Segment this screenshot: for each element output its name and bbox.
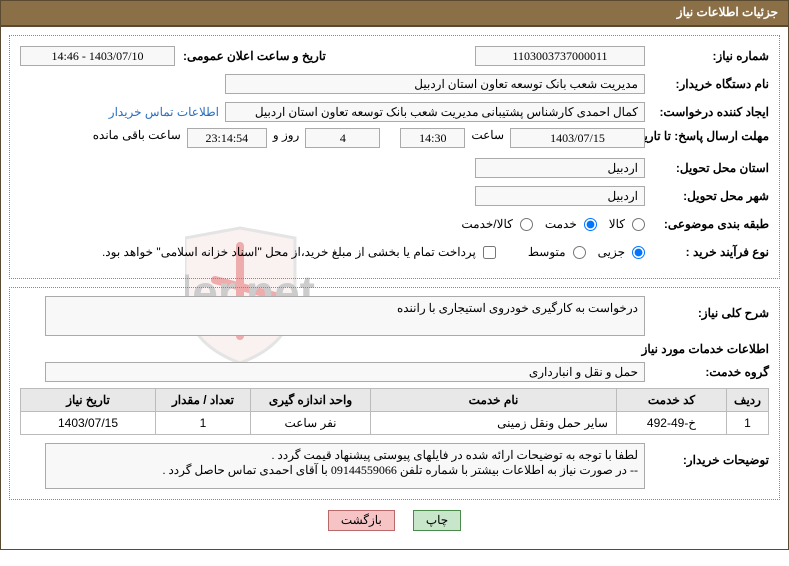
th-code: کد خدمت — [617, 389, 727, 412]
class-goods-input[interactable] — [632, 218, 645, 231]
class-goods-service-input[interactable] — [520, 218, 533, 231]
service-group-label: گروه خدمت: — [649, 365, 769, 379]
th-idx: ردیف — [727, 389, 769, 412]
class-service-input[interactable] — [584, 218, 597, 231]
class-goods-text: کالا — [609, 217, 625, 231]
services-info-heading: اطلاعات خدمات مورد نیاز — [20, 342, 769, 356]
back-button[interactable]: بازگشت — [328, 510, 395, 531]
class-goods-service-radio[interactable]: کالا/خدمت — [461, 217, 532, 231]
td-idx: 1 — [727, 412, 769, 435]
class-goods-service-text: کالا/خدمت — [461, 217, 512, 231]
day-and-label: روز و — [273, 128, 300, 142]
public-announce-label: تاریخ و ساعت اعلان عمومی: — [183, 49, 326, 63]
ptype-minor-text: جزیی — [598, 245, 625, 259]
ptype-medium-radio[interactable]: متوسط — [528, 245, 586, 259]
need-summary-field — [45, 296, 645, 336]
class-service-radio[interactable]: خدمت — [545, 217, 597, 231]
need-summary-label: شرح کلی نیاز: — [649, 306, 769, 320]
treasury-note: پرداخت تمام یا بخشی از مبلغ خرید،از محل … — [102, 245, 476, 259]
buyer-notes-label: توضیحات خریدار: — [649, 453, 769, 467]
days-remaining-field — [305, 128, 380, 148]
table-header-row: ردیف کد خدمت نام خدمت واحد اندازه گیری ت… — [21, 389, 769, 412]
requester-field — [225, 102, 645, 122]
buyer-contact-link[interactable]: اطلاعات تماس خریدار — [109, 105, 219, 119]
treasury-checkbox[interactable]: پرداخت تمام یا بخشی از مبلغ خرید،از محل … — [102, 245, 496, 259]
page-title: جزئیات اطلاعات نیاز — [677, 5, 778, 19]
td-qty: 1 — [156, 412, 251, 435]
need-number-label: شماره نیاز: — [649, 49, 769, 63]
th-qty: تعداد / مقدار — [156, 389, 251, 412]
ptype-minor-radio[interactable]: جزیی — [598, 245, 645, 259]
buyer-notes-field — [45, 443, 645, 489]
purchase-type-label: نوع فرآیند خرید : — [649, 245, 769, 259]
delivery-province-label: استان محل تحویل: — [649, 161, 769, 175]
time-remaining-field — [187, 128, 267, 148]
buyer-org-field — [225, 74, 645, 94]
th-unit: واحد اندازه گیری — [251, 389, 371, 412]
remaining-suffix: ساعت باقی مانده — [93, 128, 181, 142]
subject-class-label: طبقه بندی موضوعی: — [649, 217, 769, 231]
td-date: 1403/07/15 — [21, 412, 156, 435]
treasury-input[interactable] — [483, 246, 496, 259]
ptype-minor-input[interactable] — [632, 246, 645, 259]
ptype-medium-input[interactable] — [573, 246, 586, 259]
service-details-fieldset: شرح کلی نیاز: اطلاعات خدمات مورد نیاز گر… — [9, 287, 780, 500]
class-service-text: خدمت — [545, 217, 577, 231]
deadline-date-field — [510, 128, 645, 148]
hour-label: ساعت — [471, 128, 504, 142]
buyer-org-label: نام دستگاه خریدار: — [649, 77, 769, 91]
print-button[interactable]: چاپ — [413, 510, 461, 531]
public-announce-field — [20, 46, 175, 66]
service-group-field — [45, 362, 645, 382]
delivery-province-field — [475, 158, 645, 178]
deadline-label: مهلت ارسال پاسخ: تا تاریخ: — [649, 128, 769, 145]
main-container: AriaTender.net شماره نیاز: تاریخ و ساعت … — [0, 26, 789, 550]
th-name: نام خدمت — [371, 389, 617, 412]
table-row: 1 خ-49-492 سایر حمل ونقل زمینی نفر ساعت … — [21, 412, 769, 435]
footer: چاپ بازگشت — [9, 510, 780, 531]
th-date: تاریخ نیاز — [21, 389, 156, 412]
delivery-city-label: شهر محل تحویل: — [649, 189, 769, 203]
need-number-field — [475, 46, 645, 66]
td-code: خ-49-492 — [617, 412, 727, 435]
need-info-fieldset: شماره نیاز: تاریخ و ساعت اعلان عمومی: نا… — [9, 35, 780, 279]
td-unit: نفر ساعت — [251, 412, 371, 435]
title-bar: جزئیات اطلاعات نیاز — [0, 0, 789, 26]
ptype-medium-text: متوسط — [528, 245, 566, 259]
services-table: ردیف کد خدمت نام خدمت واحد اندازه گیری ت… — [20, 388, 769, 435]
requester-label: ایجاد کننده درخواست: — [649, 105, 769, 119]
td-name: سایر حمل ونقل زمینی — [371, 412, 617, 435]
delivery-city-field — [475, 186, 645, 206]
deadline-time-field — [400, 128, 465, 148]
class-goods-radio[interactable]: کالا — [609, 217, 645, 231]
